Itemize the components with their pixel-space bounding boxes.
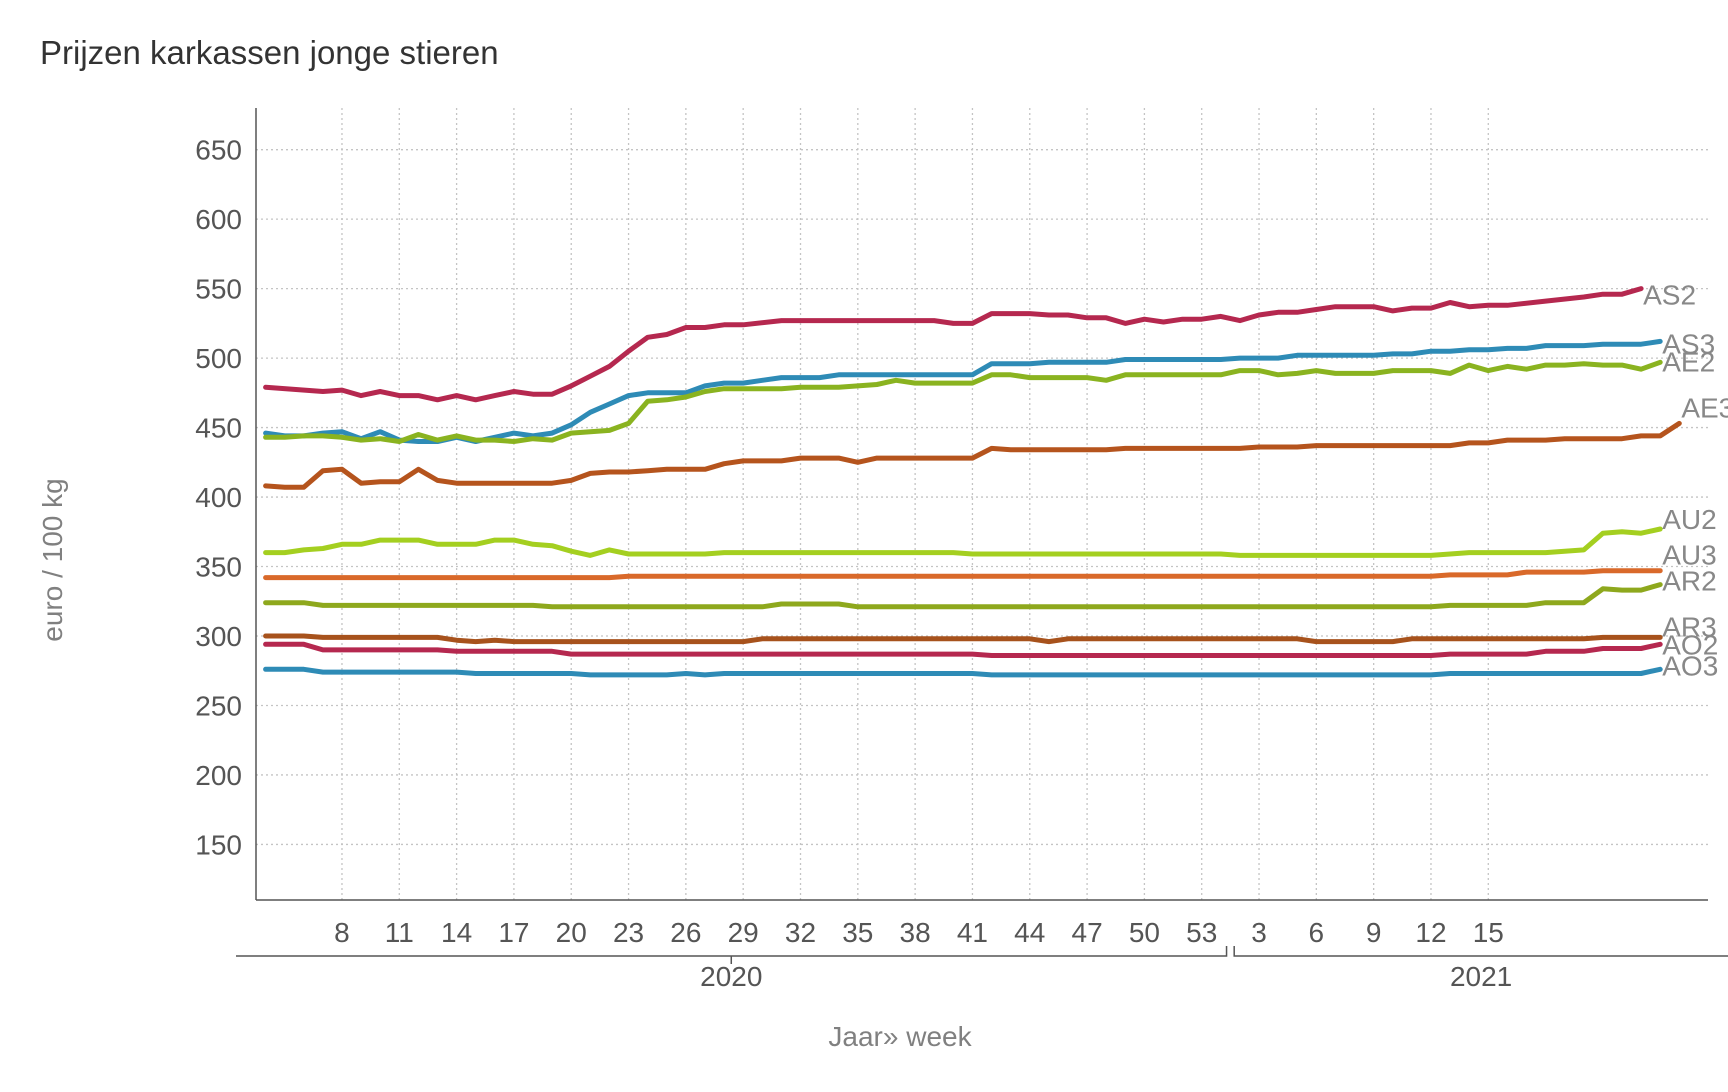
year-label: 2020 bbox=[700, 961, 762, 992]
x-tick-label: 17 bbox=[498, 917, 529, 948]
y-tick-label: 250 bbox=[195, 690, 242, 721]
series-line-au2 bbox=[263, 526, 1663, 558]
x-tick-label: 41 bbox=[957, 917, 988, 948]
series-label-ae2: AE2 bbox=[1662, 346, 1715, 377]
x-axis-label: Jaar» week bbox=[828, 1021, 972, 1052]
series-label-ao3: AO3 bbox=[1662, 650, 1718, 681]
x-tick-label: 32 bbox=[785, 917, 816, 948]
x-tick-label: 38 bbox=[900, 917, 931, 948]
y-tick-label: 500 bbox=[195, 343, 242, 374]
x-tick-label: 8 bbox=[334, 917, 350, 948]
y-tick-label: 400 bbox=[195, 482, 242, 513]
series-label-ar3: AR3 bbox=[1662, 611, 1716, 642]
series-line-as3 bbox=[263, 338, 1663, 444]
y-tick-label: 350 bbox=[195, 552, 242, 583]
y-axis-label: euro / 100 kg bbox=[37, 478, 68, 641]
y-tick-label: 450 bbox=[195, 413, 242, 444]
series-line-au3 bbox=[263, 568, 1663, 581]
x-tick-label: 44 bbox=[1014, 917, 1045, 948]
y-tick-label: 200 bbox=[195, 760, 242, 791]
x-tick-label: 26 bbox=[670, 917, 701, 948]
y-tick-label: 600 bbox=[195, 204, 242, 235]
x-tick-label: 20 bbox=[556, 917, 587, 948]
x-tick-label: 15 bbox=[1473, 917, 1504, 948]
series-line-ar2 bbox=[263, 582, 1663, 610]
y-tick-label: 150 bbox=[195, 829, 242, 860]
y-tick-label: 550 bbox=[195, 274, 242, 305]
series-line-ae3 bbox=[263, 420, 1682, 490]
x-tick-label: 47 bbox=[1072, 917, 1103, 948]
y-tick-label: 650 bbox=[195, 135, 242, 166]
year-bracket bbox=[1233, 946, 1728, 957]
y-tick-labels: 150 200 250 300 350 400 450 500 550 600 650 bbox=[195, 135, 242, 861]
series-line-as2 bbox=[263, 286, 1644, 403]
series-line-ar3 bbox=[263, 633, 1663, 645]
year-bracket bbox=[236, 946, 1228, 957]
year-groups: 2020 2021 bbox=[236, 946, 1728, 992]
x-tick-label: 12 bbox=[1415, 917, 1446, 948]
series-label-as3: AS3 bbox=[1662, 328, 1715, 359]
x-tick-label: 9 bbox=[1366, 917, 1382, 948]
x-tick-label: 35 bbox=[842, 917, 873, 948]
series-label-au3: AU3 bbox=[1662, 540, 1716, 571]
x-tick-label: 29 bbox=[728, 917, 759, 948]
series-line-ae2 bbox=[263, 359, 1663, 444]
grid-lines bbox=[256, 108, 1708, 900]
x-tick-label: 50 bbox=[1129, 917, 1160, 948]
series-label-as2: AS2 bbox=[1643, 280, 1696, 311]
year-label: 2021 bbox=[1450, 961, 1512, 992]
x-tick-label: 3 bbox=[1251, 917, 1267, 948]
x-tick-label: 6 bbox=[1309, 917, 1325, 948]
x-tick-label: 14 bbox=[441, 917, 472, 948]
x-tick-label: 53 bbox=[1186, 917, 1217, 948]
series-label-ar2: AR2 bbox=[1662, 566, 1716, 597]
x-tick-label: 23 bbox=[613, 917, 644, 948]
series-label-ae3: AE3 bbox=[1681, 392, 1728, 423]
chart-title: Prijzen karkassen jonge stieren bbox=[40, 34, 499, 71]
series-line-ao2 bbox=[263, 641, 1663, 658]
series-line-ao3 bbox=[263, 666, 1663, 678]
axes bbox=[255, 108, 1708, 901]
series-label-au2: AU2 bbox=[1662, 504, 1716, 535]
series-label-ao2: AO2 bbox=[1662, 629, 1718, 660]
x-tick-labels: 8 11 14 17 20 23 26 29 32 35 38 41 44 47 50 53 3 6 9 12 15 bbox=[334, 917, 1504, 948]
y-tick-label: 300 bbox=[195, 621, 242, 652]
x-tick-label: 11 bbox=[385, 917, 414, 948]
series-lines bbox=[263, 286, 1682, 678]
